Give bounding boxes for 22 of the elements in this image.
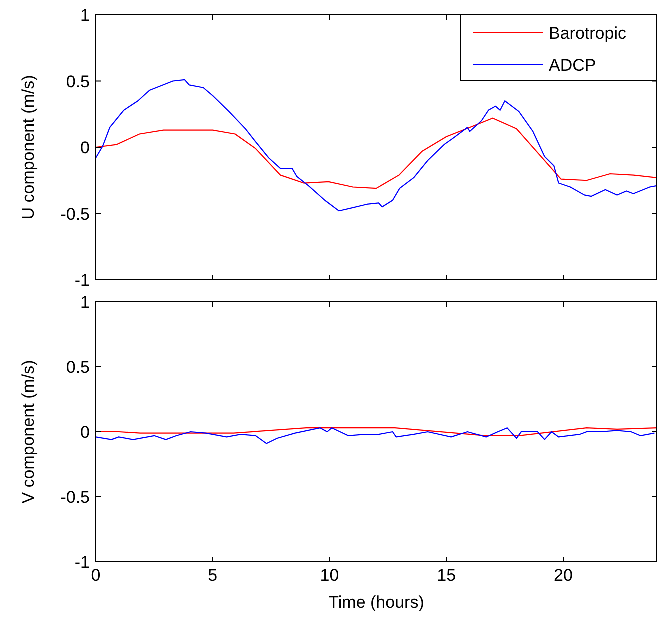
- legend-label: Barotropic: [549, 24, 627, 43]
- y-tick-label: -1: [74, 553, 90, 572]
- y-tick-label: 0.5: [66, 72, 90, 92]
- y-tick-label: -0.5: [60, 204, 90, 224]
- y-tick-label: 0: [80, 423, 90, 442]
- y-axis-title: U component (m/s): [19, 75, 38, 220]
- line-series: [95, 428, 656, 444]
- x-tick-label: 20: [554, 566, 573, 585]
- x-tick-label: 15: [437, 566, 456, 585]
- line-series: [95, 79, 658, 212]
- y-axis-title: V component (m/s): [19, 360, 38, 504]
- y-tick-label: 0.5: [66, 358, 90, 377]
- line-series: [95, 118, 658, 190]
- y-tick-label: 1: [80, 293, 90, 312]
- y-tick-label: 1: [80, 6, 90, 25]
- x-tick-label: 10: [320, 566, 340, 585]
- y-tick-label: -1: [74, 271, 90, 290]
- x-tick-label: 5: [208, 566, 218, 585]
- y-tick-label: 0: [80, 138, 90, 158]
- y-tick-label: -0.5: [60, 488, 90, 507]
- x-axis-title: Time (hours): [328, 593, 424, 612]
- legend-label: ADCP: [549, 56, 596, 75]
